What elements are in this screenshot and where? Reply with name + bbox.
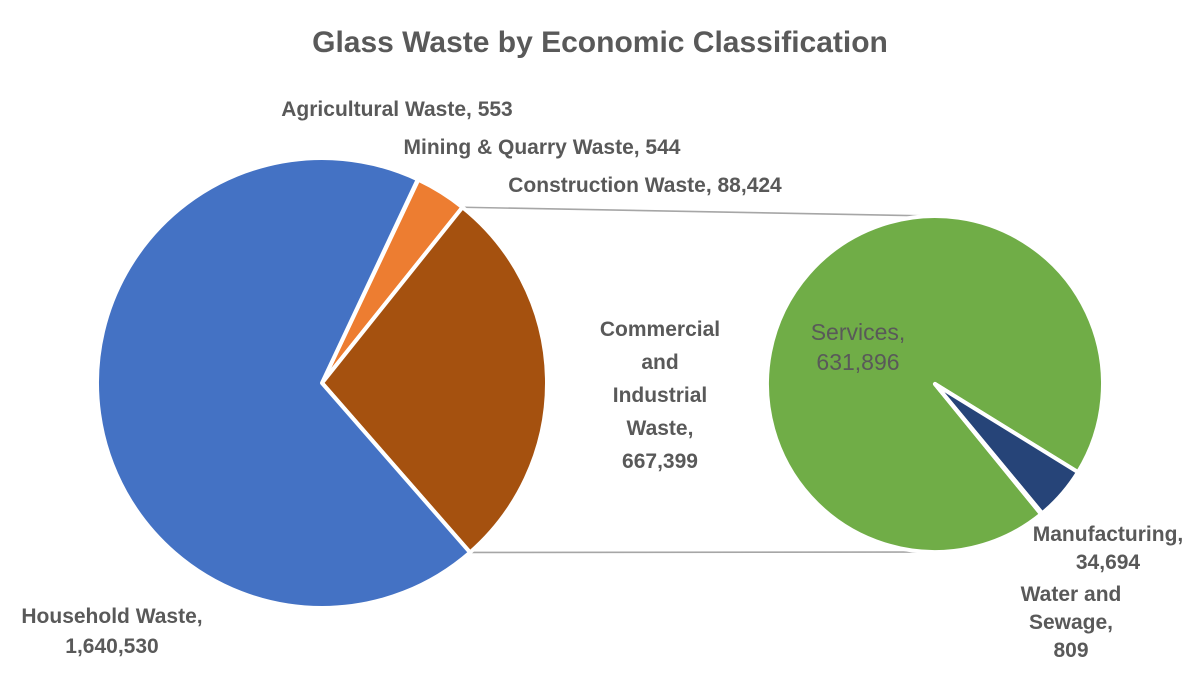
pie-slice-commercial-and-industrial-waste [320,205,549,555]
series-line-top [462,206,936,217]
data-label-construction-waste: Construction Waste, 88,424 [508,174,782,197]
data-label-mining-quarry-waste: Mining & Quarry Waste, 544 [403,136,681,159]
chart-title: Glass Waste by Economic Classification [312,26,888,59]
data-label-agricultural-waste: Agricultural Waste, 553 [281,98,513,121]
data-label-services: Services, 631,896 [810,319,906,375]
pie-slice-water-and-sewage [933,382,1045,517]
data-label-manufacturing: Manufacturing, 34,694 [1032,523,1184,574]
data-label-household-waste: Household Waste, 1,640,530 [21,605,203,658]
pie-slice-household-waste [95,155,473,610]
data-label-water-and-sewage: Water and Sewage, 809 [1020,583,1122,662]
data-label-commercial-industrial-waste: Commercial and Industrial Waste, 667,399 [599,318,721,473]
